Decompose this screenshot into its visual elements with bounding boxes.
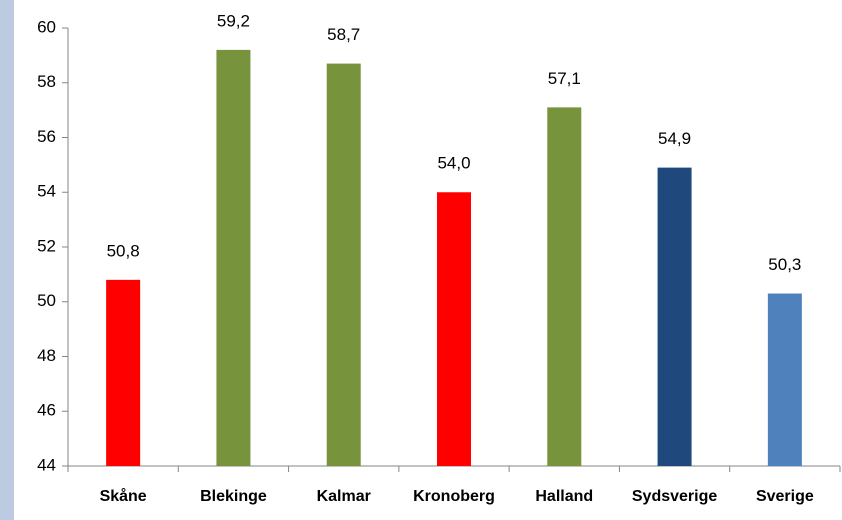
y-tick-label: 44	[37, 455, 56, 474]
x-tick-label: Sydsverige	[632, 488, 717, 505]
value-label: 54,0	[437, 154, 470, 173]
y-tick-label: 56	[37, 127, 56, 146]
bar	[657, 167, 692, 467]
x-tick-label: Skåne	[100, 487, 147, 505]
bar	[437, 192, 471, 466]
x-tick-label: Kronoberg	[413, 488, 495, 505]
y-tick-label: 50	[37, 291, 56, 310]
bar	[326, 63, 361, 467]
value-label: 57,1	[548, 69, 581, 88]
y-tick-label: 48	[37, 346, 56, 365]
value-label: 58,7	[327, 25, 360, 44]
value-label: 50,3	[768, 255, 801, 274]
y-tick-label: 58	[37, 72, 56, 91]
side-strip	[0, 0, 14, 520]
y-tick-label: 46	[37, 401, 56, 420]
bar	[216, 49, 251, 467]
bar	[547, 107, 582, 466]
y-tick-label: 54	[37, 182, 56, 201]
value-label: 50,8	[107, 241, 140, 260]
bar	[767, 293, 802, 466]
x-tick-label: Blekinge	[200, 488, 267, 505]
value-label: 59,2	[217, 11, 250, 30]
y-tick-label: 60	[37, 17, 56, 36]
x-tick-label: Halland	[535, 488, 593, 505]
bar	[106, 279, 141, 466]
x-tick-label: Kalmar	[317, 488, 371, 505]
value-label: 54,9	[658, 129, 691, 148]
y-tick-label: 52	[37, 236, 56, 255]
x-tick-label: Sverige	[756, 488, 814, 505]
